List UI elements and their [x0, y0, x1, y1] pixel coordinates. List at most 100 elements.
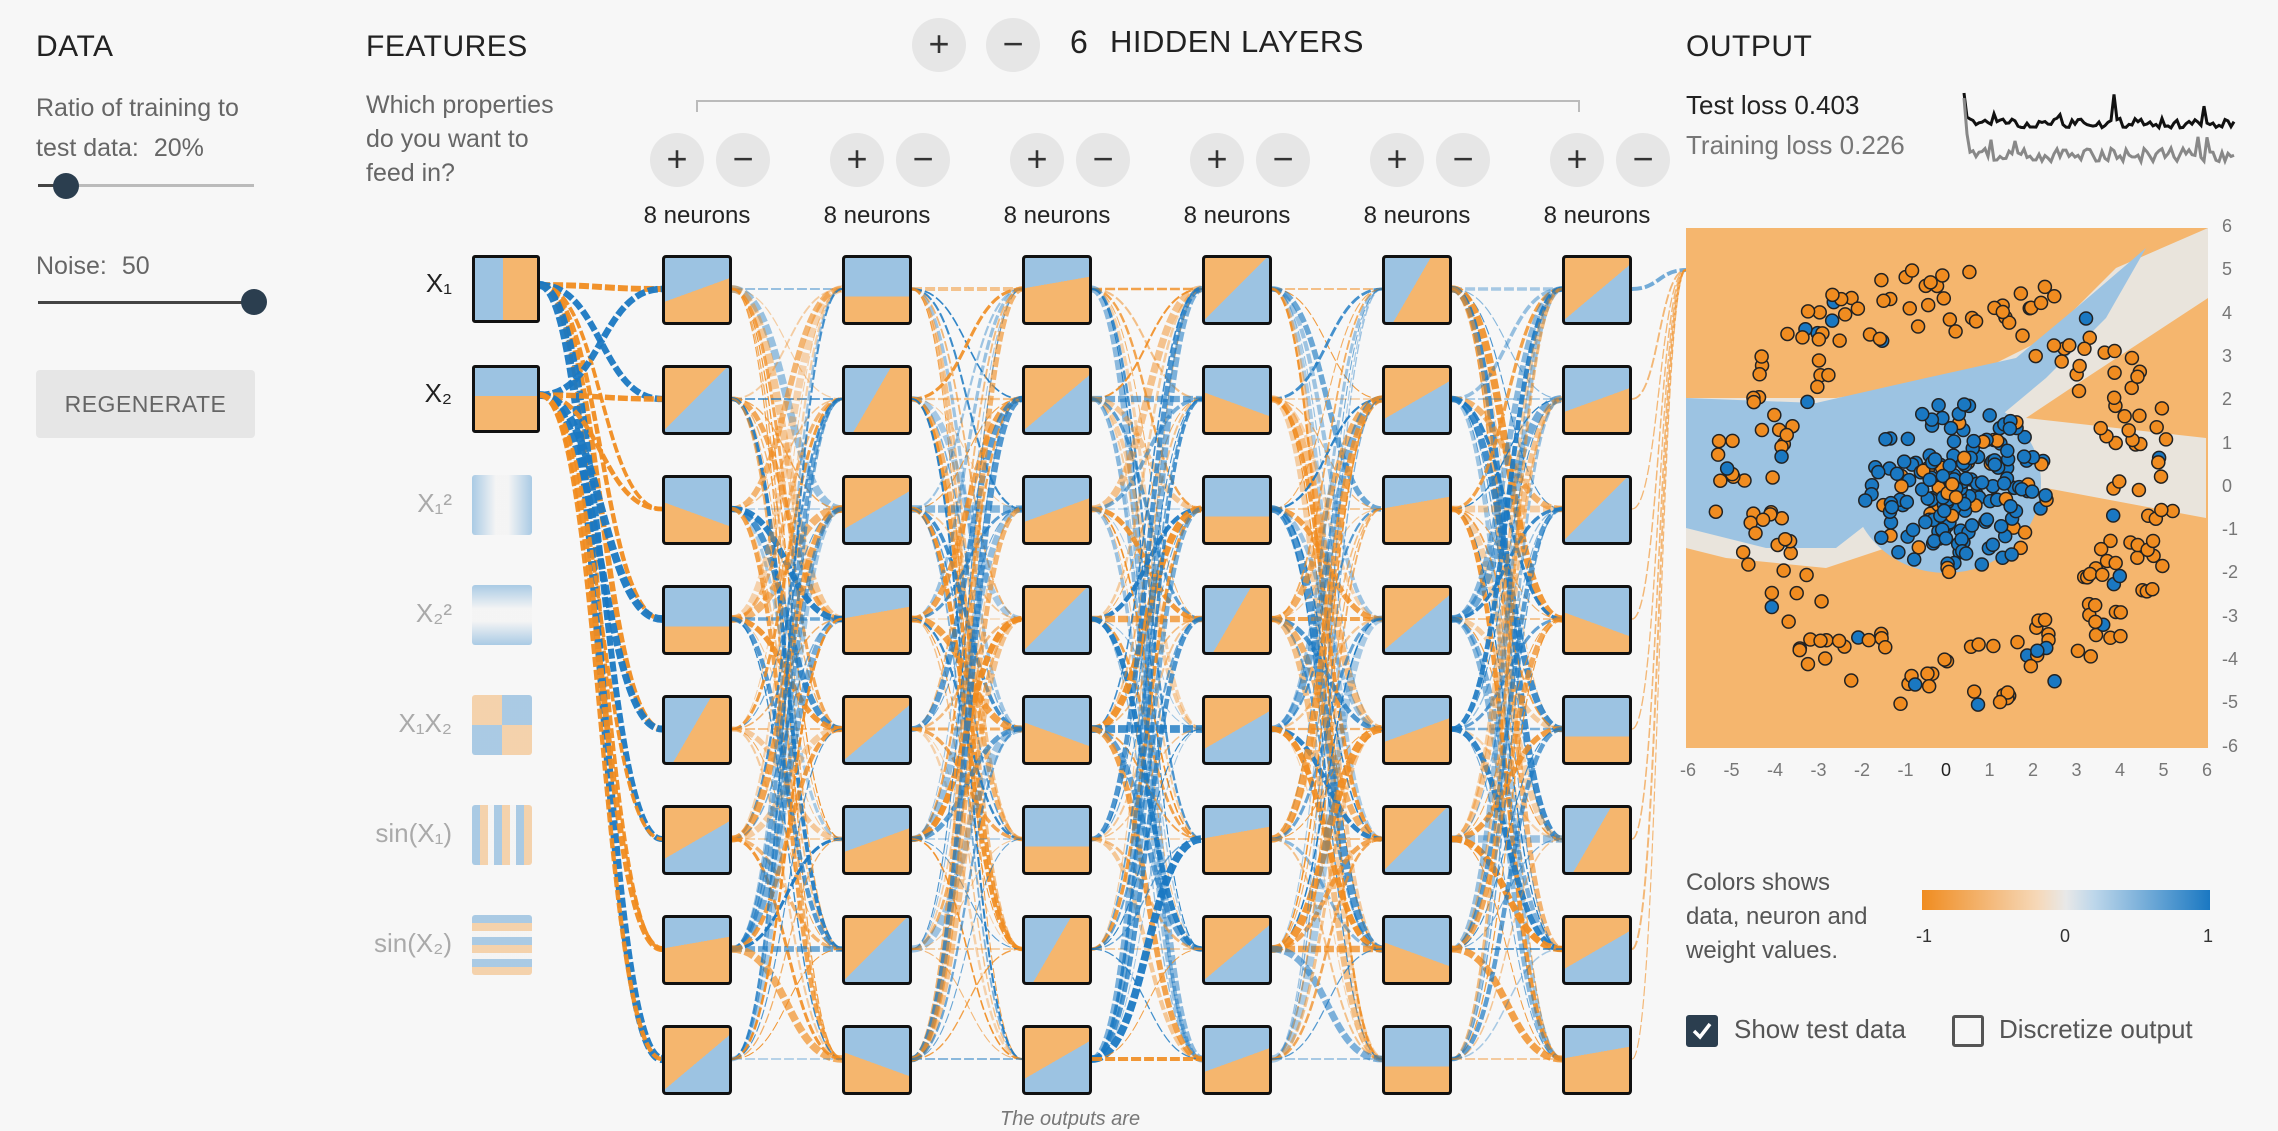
neuron-l4-n7[interactable]: [1202, 915, 1272, 985]
connection-link[interactable]: [1091, 287, 1203, 621]
neuron-l5-n6[interactable]: [1382, 805, 1452, 875]
add-neuron-button-layer-6[interactable]: +: [1550, 133, 1604, 187]
connection-link[interactable]: [1451, 508, 1563, 730]
connection-link[interactable]: [1451, 616, 1563, 952]
connection-link[interactable]: [1271, 288, 1383, 950]
connection-link[interactable]: [910, 286, 1024, 1062]
connection-link[interactable]: [1091, 728, 1203, 950]
neuron-l4-n3[interactable]: [1202, 475, 1272, 545]
connection-link[interactable]: [911, 506, 1023, 1062]
regenerate-button[interactable]: REGENERATE: [36, 370, 255, 438]
connection-link[interactable]: [911, 287, 1023, 731]
connection-link[interactable]: [1271, 508, 1383, 840]
feature-x1[interactable]: [472, 255, 540, 323]
connection-link[interactable]: [1451, 287, 1563, 841]
connection-link[interactable]: [1091, 508, 1203, 840]
connection-link[interactable]: [1451, 618, 1563, 1060]
neuron-l6-n6[interactable]: [1562, 805, 1632, 875]
connection-link[interactable]: [1271, 287, 1383, 401]
neuron-l1-n4[interactable]: [662, 585, 732, 655]
connection-link[interactable]: [1451, 508, 1563, 1060]
neuron-l5-n4[interactable]: [1382, 585, 1452, 655]
connection-link[interactable]: [911, 397, 1023, 951]
connection-link[interactable]: [731, 285, 843, 623]
neuron-l1-n1[interactable]: [662, 255, 732, 325]
connection-link[interactable]: [1091, 287, 1203, 841]
connection-link[interactable]: [731, 285, 843, 623]
connection-link[interactable]: [1271, 286, 1383, 512]
connection-link[interactable]: [731, 726, 843, 842]
connection-link[interactable]: [731, 287, 843, 731]
connection-link[interactable]: [1091, 397, 1203, 511]
connection-link[interactable]: [911, 507, 1023, 621]
connection-link[interactable]: [1451, 398, 1563, 950]
connection-link[interactable]: [1270, 505, 1384, 953]
connection-link[interactable]: [911, 287, 1023, 511]
connection-link[interactable]: [911, 287, 1023, 401]
connection-link[interactable]: [731, 948, 843, 1060]
connection-link[interactable]: [539, 392, 663, 1062]
connection-link[interactable]: [1451, 506, 1563, 952]
connection-link[interactable]: [911, 618, 1023, 1060]
connection-link[interactable]: [1091, 398, 1203, 620]
connection-link[interactable]: [911, 505, 1023, 843]
neuron-l6-n4[interactable]: [1562, 585, 1632, 655]
connection-link[interactable]: [1091, 508, 1203, 950]
connection-link[interactable]: [1451, 397, 1563, 951]
add-neuron-button-layer-5[interactable]: +: [1370, 133, 1424, 187]
connection-link[interactable]: [1631, 269, 1687, 840]
ratio-slider-thumb[interactable]: [53, 173, 79, 199]
connection-link[interactable]: [1451, 838, 1563, 1060]
connection-link[interactable]: [1091, 508, 1203, 840]
connection-link[interactable]: [1451, 396, 1563, 842]
neuron-l6-n2[interactable]: [1562, 365, 1632, 435]
connection-link[interactable]: [1451, 398, 1563, 840]
connection-link[interactable]: [1451, 286, 1563, 732]
neuron-l2-n1[interactable]: [842, 255, 912, 325]
connection-link[interactable]: [731, 506, 843, 1062]
neuron-l1-n6[interactable]: [662, 805, 732, 875]
connection-link[interactable]: [1271, 288, 1383, 840]
show-test-data-checkbox[interactable]: [1686, 1015, 1718, 1047]
connection-link[interactable]: [1451, 508, 1563, 730]
connection-link[interactable]: [911, 287, 1023, 621]
connection-link[interactable]: [1451, 287, 1563, 1061]
neuron-l5-n3[interactable]: [1382, 475, 1452, 545]
connection-link[interactable]: [1451, 505, 1563, 843]
connection-link[interactable]: [731, 728, 843, 950]
connection-link[interactable]: [911, 725, 1023, 953]
connection-link[interactable]: [539, 391, 663, 733]
connection-link[interactable]: [911, 616, 1023, 842]
connection-link[interactable]: [1091, 398, 1203, 950]
neuron-l6-n7[interactable]: [1562, 915, 1632, 985]
connection-link[interactable]: [1631, 268, 1687, 291]
connection-link[interactable]: [911, 508, 1023, 730]
connection-link[interactable]: [731, 725, 843, 843]
neuron-l6-n1[interactable]: [1562, 255, 1632, 325]
neuron-l1-n2[interactable]: [662, 365, 732, 435]
neuron-l1-n7[interactable]: [662, 915, 732, 985]
connection-link[interactable]: [731, 396, 843, 952]
connection-link[interactable]: [1271, 508, 1383, 620]
connection-link[interactable]: [1271, 395, 1383, 733]
connection-link[interactable]: [1091, 726, 1203, 1062]
connection-link[interactable]: [539, 281, 663, 403]
connection-link[interactable]: [1271, 508, 1383, 950]
connection-link[interactable]: [1271, 726, 1383, 952]
connection-link[interactable]: [1271, 286, 1383, 842]
connection-link[interactable]: [911, 618, 1023, 950]
connection-link[interactable]: [1091, 948, 1203, 1060]
connection-link[interactable]: [1271, 286, 1383, 622]
neuron-l6-n5[interactable]: [1562, 695, 1632, 765]
connection-link[interactable]: [539, 391, 663, 623]
feature-x2-squared[interactable]: [472, 585, 532, 645]
neuron-l3-n5[interactable]: [1022, 695, 1092, 765]
neuron-l4-n6[interactable]: [1202, 805, 1272, 875]
show-test-data-label[interactable]: Show test data: [1734, 1014, 1906, 1044]
connection-link[interactable]: [1271, 508, 1383, 1060]
connection-link[interactable]: [731, 618, 843, 840]
output-decision-map[interactable]: [1686, 228, 2208, 748]
connection-link[interactable]: [1091, 285, 1203, 513]
connection-link[interactable]: [731, 398, 843, 730]
remove-neuron-button-layer-2[interactable]: −: [896, 133, 950, 187]
